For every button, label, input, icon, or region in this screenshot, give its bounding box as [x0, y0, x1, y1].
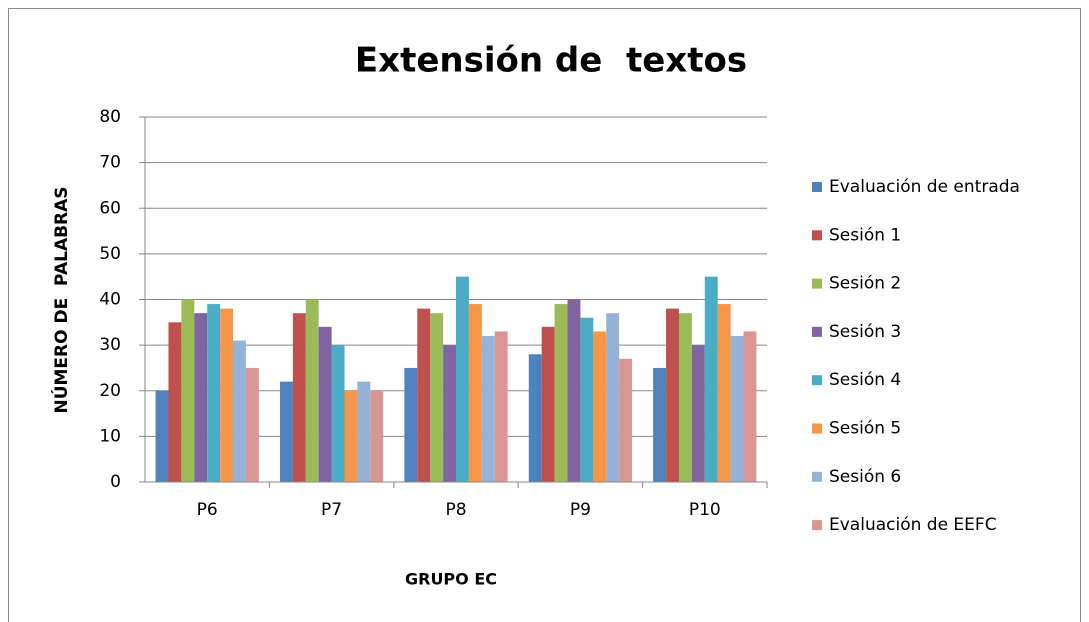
- bar: [456, 276, 469, 482]
- bar: [567, 299, 581, 482]
- legend-swatch: [812, 471, 822, 482]
- bar: [443, 345, 456, 482]
- y-tick-label: 50: [99, 244, 121, 264]
- y-tick-label: 40: [99, 290, 121, 310]
- bar: [305, 299, 319, 482]
- bar: [357, 381, 371, 482]
- legend-swatch: [812, 326, 822, 337]
- bar: [344, 390, 358, 482]
- x-tick-label: P8: [445, 500, 466, 520]
- legend-label: Evaluación de entrada: [829, 177, 1020, 197]
- legend-swatch: [812, 375, 822, 386]
- bar: [678, 313, 692, 482]
- x-tick-label: P9: [570, 500, 591, 520]
- bar: [430, 313, 444, 482]
- y-tick-label: 30: [99, 335, 121, 355]
- bar: [207, 304, 221, 482]
- bar: [541, 326, 555, 482]
- legend-label: Sesión 4: [829, 370, 901, 390]
- bar: [155, 390, 169, 482]
- legend-label: Sesión 2: [829, 274, 901, 294]
- y-tick-label: 80: [99, 107, 121, 127]
- x-axis-label: GRUPO EC: [405, 570, 497, 589]
- bar: [292, 313, 306, 482]
- y-tick-label: 0: [110, 472, 121, 492]
- bar: [481, 336, 495, 482]
- bar: [691, 345, 705, 482]
- bar: [370, 390, 384, 482]
- bar: [220, 308, 234, 482]
- bar: [181, 299, 195, 482]
- chart-title: Extensión de textos: [355, 41, 747, 81]
- bar: [417, 308, 431, 482]
- bar: [194, 313, 208, 482]
- legend-label: Sesión 1: [829, 225, 901, 245]
- legend-label: Sesión 5: [829, 419, 901, 439]
- y-axis-label: NÚMERO DE PALABRAS: [50, 186, 72, 413]
- bar: [580, 317, 594, 482]
- y-tick-label: 60: [99, 198, 121, 218]
- bar: [717, 304, 731, 482]
- bar: [494, 331, 508, 482]
- x-tick-label: P10: [689, 500, 721, 520]
- x-tick-label: P6: [197, 500, 218, 520]
- bar: [468, 304, 482, 482]
- bar: [279, 381, 293, 482]
- bar: [554, 304, 568, 482]
- legend-swatch: [812, 423, 822, 434]
- legend-label: Evaluación de EEFC: [829, 515, 997, 535]
- legend-label: Sesión 3: [829, 322, 901, 342]
- bar: [331, 345, 345, 482]
- legend-swatch: [812, 278, 822, 289]
- y-tick-label: 20: [99, 381, 121, 401]
- bar: [730, 336, 744, 482]
- bar: [245, 367, 259, 482]
- x-tick-label: P7: [321, 500, 342, 520]
- bar: [606, 313, 620, 482]
- bar: [168, 322, 182, 482]
- legend-label: Sesión 6: [829, 467, 901, 487]
- bar: [653, 367, 667, 482]
- y-tick-label: 10: [99, 426, 121, 446]
- bar: [233, 340, 246, 482]
- legend-swatch: [812, 230, 822, 241]
- bar: [593, 331, 607, 482]
- bar: [743, 331, 757, 482]
- bar: [318, 326, 332, 482]
- bar: [704, 276, 718, 482]
- bar: [666, 308, 679, 482]
- bar: [619, 358, 633, 482]
- legend-swatch: [812, 520, 822, 531]
- y-tick-label: 70: [99, 153, 121, 173]
- bar: [528, 354, 542, 482]
- bar: [404, 367, 418, 482]
- legend-swatch: [812, 182, 822, 192]
